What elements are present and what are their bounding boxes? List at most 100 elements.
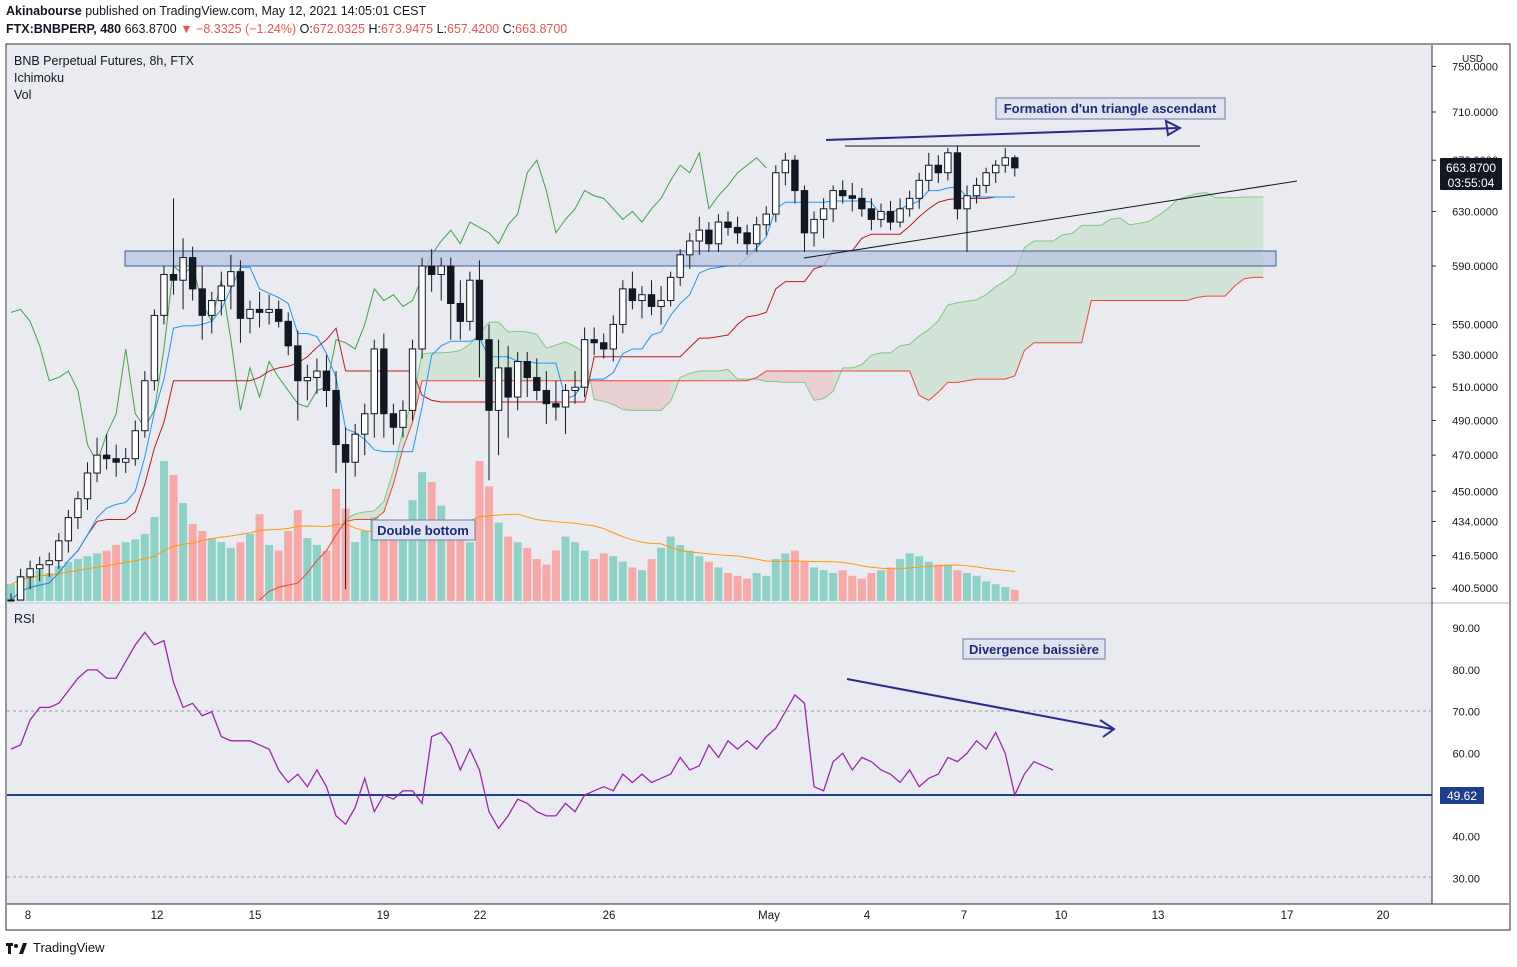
price-tick-label: 710.0000: [1452, 107, 1498, 119]
candle-body: [313, 370, 321, 378]
candle-body: [733, 226, 742, 234]
candle-body: [399, 409, 407, 428]
candle-body: [600, 342, 608, 350]
cloud-segment: [1005, 273, 1015, 380]
volume-bar: [284, 531, 293, 601]
time-axis[interactable]: 8 12 15 19 22 26 May 4 7 10 13 17 20: [25, 910, 1390, 922]
tradingview-brand[interactable]: TradingView: [33, 940, 105, 955]
cloud-segment: [441, 352, 451, 381]
volume-bar: [226, 547, 235, 601]
triangle-arrow-head: [1164, 119, 1183, 137]
support-zone[interactable]: [124, 250, 1277, 267]
candle-body: [1001, 157, 1009, 166]
candle-body: [762, 213, 770, 226]
volume-bar: [943, 564, 952, 601]
volume-bar: [676, 545, 685, 601]
volume-bar: [590, 559, 599, 601]
volume-bar: [743, 578, 752, 601]
volume-bar: [532, 559, 541, 601]
candle-body: [437, 265, 445, 276]
cloud-segment: [460, 344, 470, 381]
rsi-tick-label: 80.00: [1452, 665, 1480, 677]
volume-bar: [934, 564, 943, 601]
double-bottom-annotation[interactable]: Double bottom: [371, 519, 476, 541]
volume-bar: [905, 553, 914, 601]
volume-bar: [398, 536, 407, 601]
rsi-last-value: 49.62: [1447, 789, 1477, 803]
volume-bar: [351, 542, 360, 601]
candle-body: [504, 367, 512, 398]
cloud-segment: [422, 352, 432, 381]
candle-body: [361, 413, 369, 435]
divergence-arrow-line[interactable]: [846, 678, 1113, 730]
indicator-volume[interactable]: Vol: [14, 88, 31, 102]
volume-bar: [437, 505, 446, 601]
candle-body: [915, 179, 923, 199]
time-axis-label: 20: [1377, 910, 1390, 922]
price-tick-label: 490.0000: [1452, 415, 1498, 427]
candle-body: [513, 361, 522, 398]
time-axis-label: 17: [1281, 910, 1294, 922]
cloud-segment: [871, 352, 881, 372]
divergence-annotation[interactable]: Divergence baissière: [962, 638, 1106, 660]
time-axis-label: 19: [377, 910, 390, 922]
volume-bar: [580, 550, 589, 601]
candle-body: [380, 348, 388, 415]
cloud-segment: [756, 371, 767, 382]
candle-body: [925, 164, 933, 181]
cloud-segment: [536, 334, 547, 381]
candle-body: [523, 361, 531, 378]
volume-bar: [360, 531, 369, 601]
volume-bar: [724, 573, 732, 601]
volume-bar: [915, 556, 924, 601]
volume-bar: [83, 556, 92, 601]
cloud-segment: [928, 320, 939, 401]
volume-bar: [293, 510, 302, 601]
author-name[interactable]: Akinabourse: [6, 4, 82, 18]
candle-body: [131, 430, 139, 460]
volume-bar: [236, 542, 245, 601]
candle-body: [705, 229, 713, 245]
rsi-last-tag: 49.62: [1440, 787, 1484, 804]
candle-body: [561, 389, 570, 408]
time-axis-label: 7: [961, 910, 967, 922]
rsi-pane[interactable]: [7, 604, 1432, 904]
time-axis-label: 8: [25, 910, 31, 922]
cloud-segment: [976, 294, 987, 380]
volume-bar: [896, 559, 905, 601]
candle-body: [542, 389, 551, 405]
triangle-arrow-line[interactable]: [825, 127, 1178, 141]
cloud-segment: [402, 400, 413, 449]
close-value: 663.8700: [515, 22, 568, 36]
volume-bar: [762, 575, 771, 601]
cloud-segment: [450, 350, 461, 381]
volume-bar: [475, 461, 484, 601]
candle-body: [905, 197, 914, 210]
volume-bar: [54, 566, 63, 601]
cloud-segment: [1024, 241, 1034, 351]
open-label: O:: [299, 22, 313, 36]
volume-bar: [542, 564, 551, 601]
candle-body: [7, 599, 15, 602]
volume-bar: [599, 553, 608, 601]
volume-bar: [781, 553, 790, 601]
volume-bar: [963, 573, 971, 601]
price-pane[interactable]: [7, 45, 1432, 602]
rising-trendline[interactable]: [803, 180, 1298, 259]
candle-body: [609, 323, 617, 350]
indicator-ichimoku[interactable]: Ichimoku: [14, 71, 64, 85]
candle-body: [141, 380, 149, 432]
cloud-segment: [651, 380, 662, 411]
candle-body: [886, 210, 895, 223]
indicator-rsi[interactable]: RSI: [14, 612, 35, 626]
bar-countdown: 03:55:04: [1448, 176, 1495, 190]
cloud-segment: [1014, 247, 1025, 376]
divergence-arrow-head: [1099, 719, 1116, 738]
volume-bar: [733, 575, 742, 601]
candle-body: [858, 197, 866, 210]
cloud-segment: [374, 501, 384, 520]
cloud-segment: [565, 341, 576, 381]
volume-bar: [848, 575, 857, 601]
triangle-annotation[interactable]: Formation d'un triangle ascendant: [995, 97, 1226, 120]
